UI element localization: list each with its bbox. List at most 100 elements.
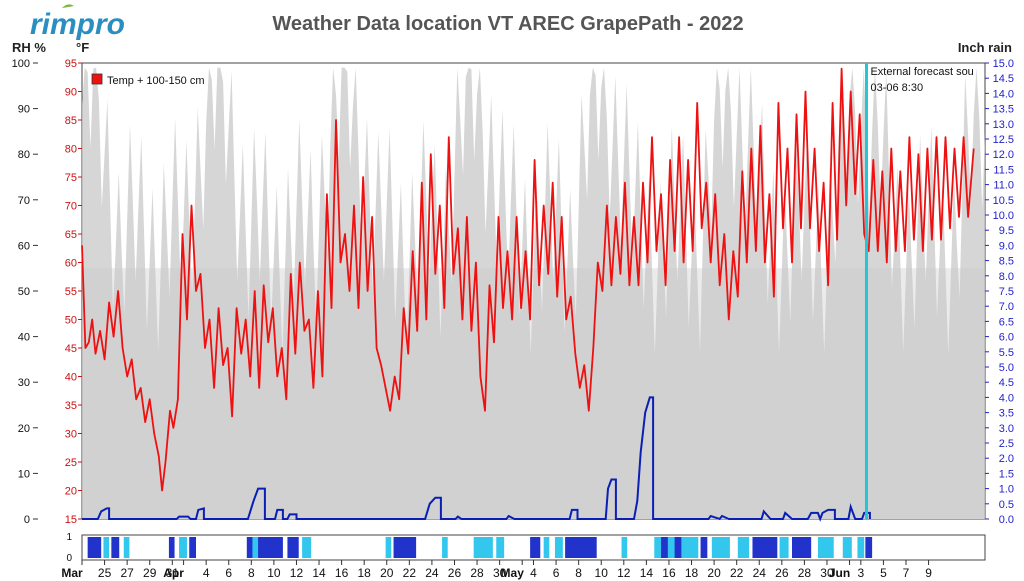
- rain-layer: [82, 396, 871, 522]
- date-tick-label: 30: [493, 566, 507, 580]
- date-tick-label: Apr: [163, 566, 184, 580]
- temp-tick-label: 30: [65, 429, 77, 441]
- wetness-bar: [385, 537, 392, 558]
- rain-tick-label: 11.5: [993, 164, 1014, 176]
- rh-tick-label: 50: [18, 286, 30, 298]
- temp-tick-label: 80: [65, 144, 77, 156]
- rain-tick-label: 14.5: [993, 73, 1014, 85]
- wetness-bar: [302, 537, 312, 558]
- date-tick-label: 27: [120, 566, 134, 580]
- temp-tick-label: 90: [65, 87, 77, 99]
- wetness-bar: [565, 537, 597, 558]
- date-tick-label: 29: [143, 566, 157, 580]
- temp-axis: 95 90 85 80 75 70 65 60 55 50 45 40 35 30 25 20 15: [65, 58, 82, 526]
- rain-tick-label: 1.5: [999, 468, 1014, 480]
- legend-label-temp: Temp + 100-150 cm: [107, 75, 205, 87]
- rain-tick-label: 8.0: [999, 271, 1014, 283]
- temp-series-line: [81, 67, 975, 492]
- rh-tick-label: 0: [24, 514, 30, 526]
- date-tick-label: 16: [662, 566, 676, 580]
- rh-tick-label: 20: [18, 423, 30, 435]
- temp-tick-label: 35: [65, 400, 77, 412]
- date-tick-label: 28: [798, 566, 812, 580]
- wetness-bar: [700, 537, 708, 558]
- rain-tick-label: 10.5: [993, 195, 1014, 207]
- temp-layer: [81, 67, 975, 492]
- date-tick-label: 18: [358, 566, 372, 580]
- date-tick-label: 31: [166, 566, 180, 580]
- wetness-bar: [496, 537, 505, 558]
- rain-tick-label: 4.5: [999, 377, 1014, 389]
- rh-tick-label: 70: [18, 195, 30, 207]
- wetness-bar: [791, 537, 812, 558]
- wetness-bar: [661, 537, 668, 558]
- wetness-tick-0: 0: [66, 553, 72, 564]
- wetness-bar: [442, 537, 448, 558]
- wetness-bar: [817, 537, 834, 558]
- wetness-bar: [246, 537, 283, 558]
- temp-tick-label: 95: [65, 58, 77, 70]
- date-tick-label: 16: [335, 566, 349, 580]
- rain-axis: 15.0 14.5 14.0 13.5 13.0 12.5 12.0 11.5 11.0 10.5…: [985, 58, 1014, 526]
- wetness-bar: [674, 537, 682, 558]
- wetness-bar: [737, 537, 750, 558]
- plot-area: External forecast sou 03-06 8:30: [81, 62, 986, 522]
- leaf-icon: [62, 4, 74, 8]
- forecast-label-line2: 03-06 8:30: [870, 82, 923, 94]
- temp-tick-label: 65: [65, 229, 77, 241]
- date-tick-label: 20: [380, 566, 394, 580]
- rh-axis-label: RH %: [12, 40, 46, 55]
- date-tick-label: 9: [925, 566, 932, 580]
- rain-tick-label: 13.5: [993, 104, 1014, 116]
- date-tick-label: 22: [730, 566, 744, 580]
- forecast-label-line1: External forecast sou: [870, 66, 973, 78]
- forecast-layer: External forecast sou 03-06 8:30: [864, 63, 974, 519]
- wetness-tick-1: 1: [66, 532, 72, 543]
- wetness-strip: 1 0: [66, 532, 986, 564]
- temp-tick-label: 40: [65, 372, 77, 384]
- date-tick-label: 26: [775, 566, 789, 580]
- logo-text: rimpro: [30, 8, 125, 41]
- temp-tick-label: 50: [65, 315, 77, 327]
- date-tick-label: 18: [685, 566, 699, 580]
- wetness-bar: [103, 537, 110, 558]
- date-tick-label: 14: [640, 566, 654, 580]
- temp-tick-label: 60: [65, 258, 77, 270]
- date-tick-label: 10: [595, 566, 609, 580]
- date-tick-label: 5: [880, 566, 887, 580]
- wetness-bar: [711, 537, 730, 558]
- rain-tick-label: 0.5: [999, 499, 1014, 511]
- temp-axis-label: °F: [76, 40, 89, 55]
- rain-tick-label: 9.5: [999, 225, 1014, 237]
- rain-tick-label: 4.0: [999, 392, 1014, 404]
- rain-tick-label: 2.0: [999, 453, 1014, 465]
- wetness-bar: [189, 537, 197, 558]
- wetness-bar: [752, 537, 778, 558]
- temp-tick-label: 75: [65, 172, 77, 184]
- wetness-bar: [530, 537, 541, 558]
- date-tick-label: 28: [470, 566, 484, 580]
- date-tick-label: 6: [553, 566, 560, 580]
- date-tick-label: 8: [248, 566, 255, 580]
- rain-tick-label: 5.0: [999, 362, 1014, 374]
- date-tick-label: 12: [617, 566, 631, 580]
- wetness-bar: [473, 537, 493, 558]
- rain-tick-label: 7.5: [999, 286, 1014, 298]
- temp-tick-label: 15: [65, 514, 77, 526]
- date-tick-label: Jun: [829, 566, 850, 580]
- date-tick-label: 30: [820, 566, 834, 580]
- date-tick-label: 6: [225, 566, 232, 580]
- rh-tick-label: 80: [18, 149, 30, 161]
- wetness-bar: [857, 537, 865, 558]
- rain-series-line: [82, 396, 871, 522]
- wetness-bar: [287, 537, 299, 558]
- date-tick-label: 24: [425, 566, 439, 580]
- wetness-bar: [779, 537, 789, 558]
- legend: Temp + 100-150 cm: [91, 73, 205, 87]
- chart-title: Weather Data location VT AREC GrapePath …: [272, 13, 743, 35]
- wetness-bar: [842, 537, 852, 558]
- rain-tick-label: 10.0: [993, 210, 1014, 222]
- temp-tick-label: 45: [65, 343, 77, 355]
